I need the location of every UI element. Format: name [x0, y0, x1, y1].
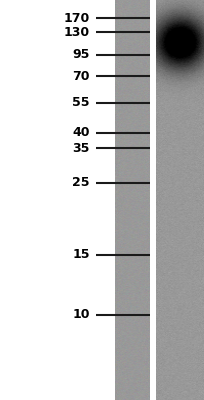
Text: 15: 15	[72, 248, 90, 262]
Text: 170: 170	[63, 12, 90, 24]
Text: 25: 25	[72, 176, 90, 190]
Text: 95: 95	[72, 48, 90, 62]
Text: 35: 35	[72, 142, 90, 154]
Text: 70: 70	[72, 70, 90, 82]
Bar	[150, 0, 156, 400]
Text: 130: 130	[64, 26, 90, 38]
Text: 10: 10	[72, 308, 90, 322]
Text: 40: 40	[72, 126, 90, 140]
Bar	[0, 0, 115, 400]
Text: 55: 55	[72, 96, 90, 110]
